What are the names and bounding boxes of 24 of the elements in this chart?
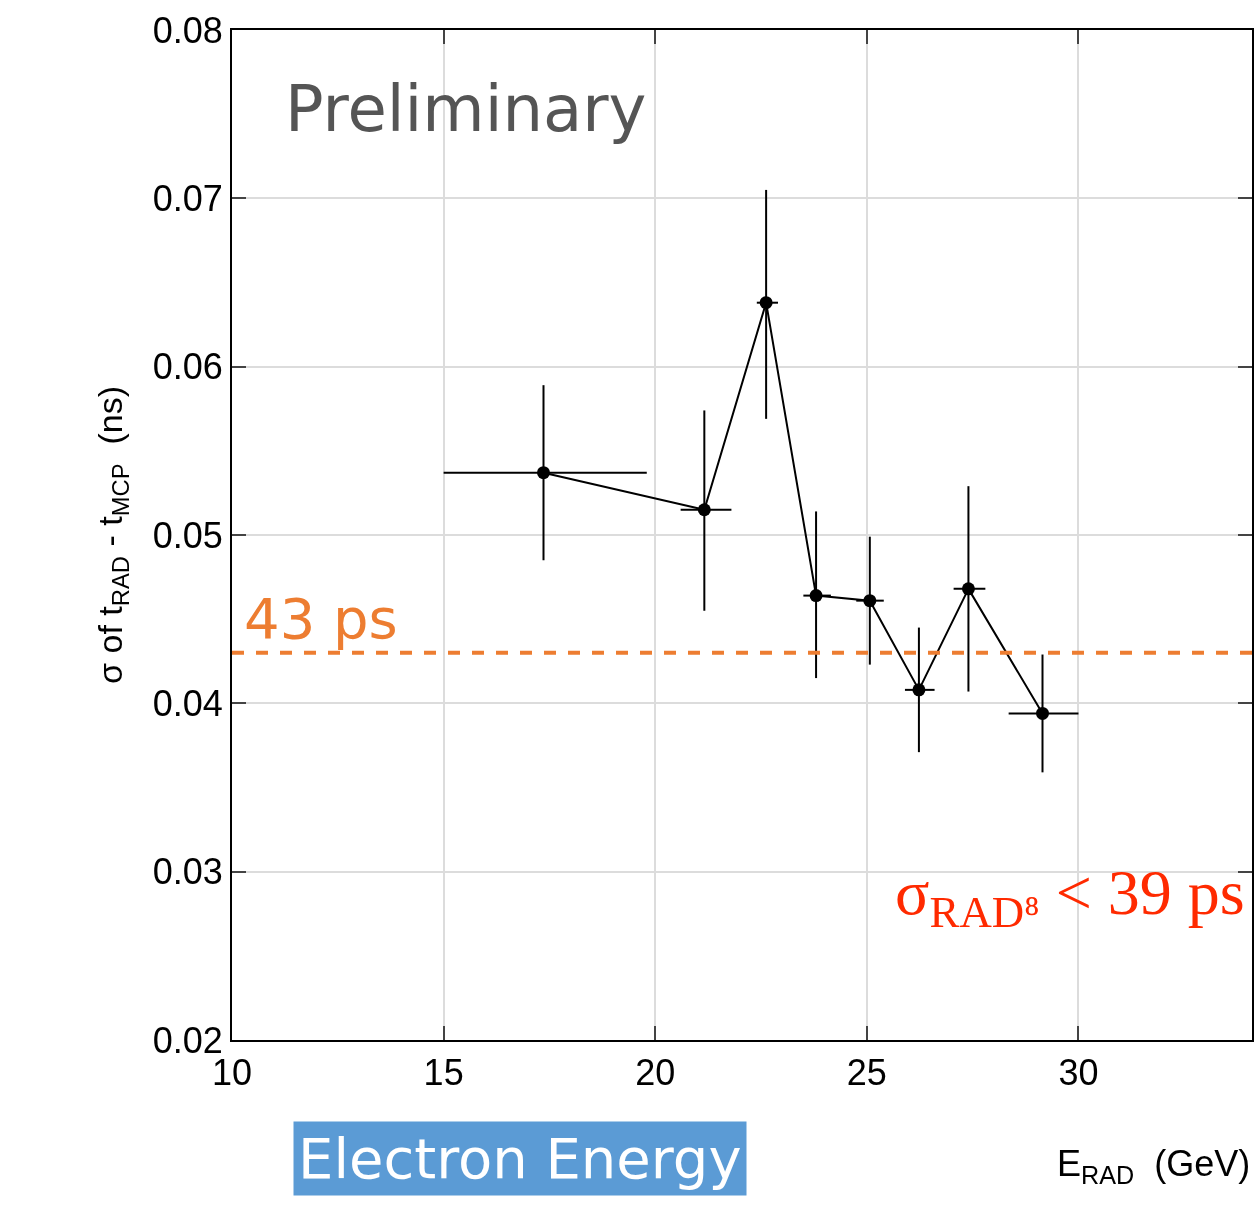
point: [1036, 706, 1049, 720]
x-tick-label: 30: [1058, 1052, 1099, 1094]
x-tick-label: 10: [211, 1052, 253, 1094]
point: [961, 582, 975, 596]
point: [759, 296, 773, 310]
ref-line-label: 43 ps: [244, 586, 398, 651]
point: [697, 503, 711, 517]
x-tick-label: 25: [846, 1052, 887, 1094]
annotation: Preliminary: [285, 72, 647, 146]
x-axis-title: E$_{RAD}$ (GeV): [1057, 1143, 1251, 1189]
point: [809, 589, 823, 603]
x-tick-label: 20: [635, 1052, 676, 1094]
y-tick-label: 0.05: [152, 514, 223, 556]
text: Electron Energy: [298, 1126, 742, 1191]
y-tick-label: 0.07: [152, 177, 223, 219]
x-tick-label: 15: [423, 1052, 464, 1094]
point: [537, 466, 550, 480]
y-tick-label: 0.08: [152, 9, 223, 51]
y-tick-label: 0.04: [152, 682, 223, 724]
y-tick-label: 0.06: [152, 346, 223, 388]
annotation: σ$_{RAD⁸}$ < 39 ps: [895, 857, 1245, 938]
point: [863, 594, 877, 608]
y-tick-label: 0.03: [152, 851, 223, 893]
point: [912, 683, 926, 697]
